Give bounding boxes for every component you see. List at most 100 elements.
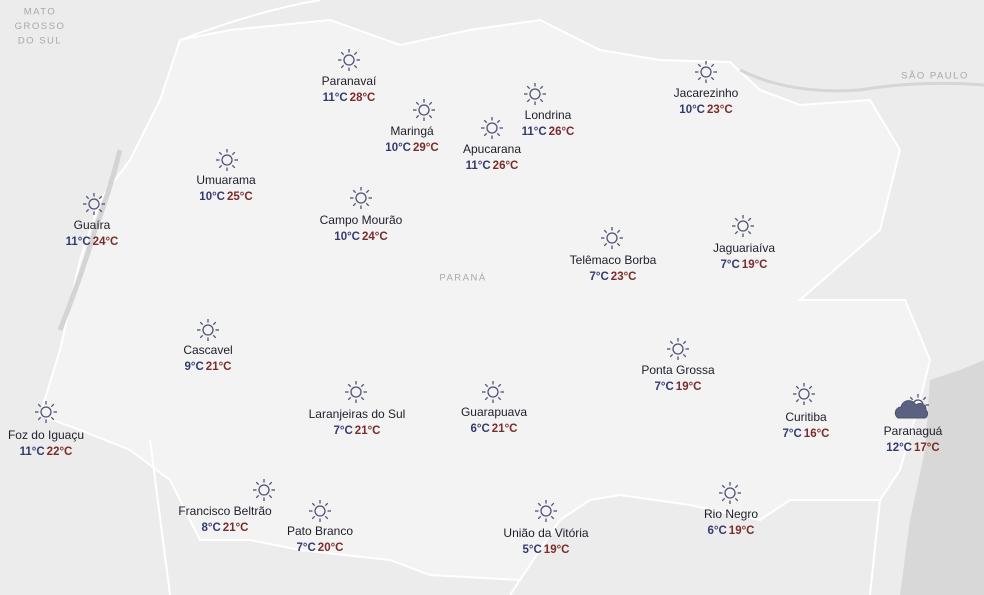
city: Umuarama 10°C 25°C	[196, 149, 256, 203]
city: Campo Mourão 10°C 24°C	[320, 187, 403, 243]
weather-icon	[197, 319, 219, 341]
min-temp: 10°C	[385, 142, 411, 154]
city-name: Jaguariaíva	[713, 241, 775, 255]
weather-icon	[35, 401, 57, 423]
city: Maringá 10°C 29°C	[385, 99, 439, 154]
region-label: SÃO PAULO	[901, 71, 969, 82]
sun-ray	[311, 515, 316, 520]
sun-ray	[365, 189, 370, 194]
min-temp: 11°C	[20, 446, 45, 458]
city: Francisco Beltrão 8°C 21°C	[178, 479, 275, 534]
city: Foz do Iguaçu 11°C 22°C	[8, 401, 84, 458]
city-name: Guaíra	[74, 218, 111, 232]
city: Paranavaí 11°C 28°C	[322, 49, 377, 104]
sun-ray	[721, 497, 726, 502]
sun-ray	[415, 114, 420, 119]
sun-ray	[526, 85, 531, 90]
region-label: DO SUL	[18, 36, 62, 47]
weather-icon	[83, 193, 105, 215]
weather-icon	[350, 187, 372, 209]
city: Paranaguá 12°C 17°C	[884, 394, 943, 454]
sun-ray	[669, 353, 674, 358]
sun-core	[529, 88, 541, 100]
max-temp: 19°C	[676, 381, 702, 393]
sun-ray	[352, 202, 357, 207]
sun-ray	[496, 132, 501, 137]
temperatures: 7°C 23°C	[589, 271, 636, 283]
sun-ray	[747, 230, 752, 235]
sun-ray	[603, 242, 608, 247]
sun-ray	[537, 502, 542, 507]
weather-icon	[535, 500, 557, 522]
sun-core	[672, 343, 684, 355]
min-temp: 7°C	[589, 271, 608, 283]
sun-ray	[98, 195, 103, 200]
weather-icon	[253, 479, 275, 501]
max-temp: 29°C	[413, 142, 439, 154]
sun-ray	[808, 385, 813, 390]
sun-ray	[365, 202, 370, 207]
sun-ray	[697, 76, 702, 81]
sun-ray	[415, 101, 420, 106]
temperatures: 11°C 24°C	[66, 236, 119, 248]
sun-core	[606, 232, 618, 244]
sun-ray	[483, 119, 488, 124]
min-temp: 7°C	[654, 381, 673, 393]
sun-core	[355, 192, 367, 204]
city: Jaguariaíva 7°C 19°C	[713, 215, 775, 271]
city-name: Guarapuava	[461, 405, 527, 419]
temperatures: 11°C 28°C	[323, 92, 376, 104]
sun-ray	[747, 217, 752, 222]
max-temp: 25°C	[227, 191, 253, 203]
border	[149, 439, 881, 595]
sun-ray	[85, 208, 90, 213]
sun-ray	[496, 119, 501, 124]
sun-ray	[710, 76, 715, 81]
sun-ray	[483, 132, 488, 137]
sun-ray	[550, 502, 555, 507]
sun-ray	[85, 195, 90, 200]
sun-ray	[682, 340, 687, 345]
sun-ray	[537, 515, 542, 520]
city: Cascavel 9°C 21°C	[183, 319, 233, 373]
sun-ray	[721, 484, 726, 489]
min-temp: 11°C	[66, 236, 91, 248]
temperatures: 10°C 24°C	[334, 231, 387, 243]
temperatures: 11°C 26°C	[466, 160, 519, 172]
sun-ray	[268, 494, 273, 499]
sun-ray	[539, 85, 544, 90]
sun-core	[486, 122, 498, 134]
sun-core	[487, 386, 499, 398]
city: Telêmaco Borba 7°C 23°C	[570, 227, 657, 283]
city-name: Campo Mourão	[320, 213, 403, 227]
min-temp: 7°C	[333, 425, 352, 437]
sun-ray	[697, 63, 702, 68]
region-label: MATO	[24, 7, 57, 18]
sun-core	[202, 324, 214, 336]
weather-icon	[345, 381, 367, 403]
weather-icon	[338, 49, 360, 71]
sun-ray	[539, 98, 544, 103]
weather-icon	[413, 99, 435, 121]
temperatures: 7°C 19°C	[720, 259, 767, 271]
sun-ray	[324, 515, 329, 520]
max-temp: 16°C	[804, 428, 830, 440]
temperatures: 11°C 22°C	[20, 446, 73, 458]
city: Laranjeiras do Sul 7°C 21°C	[309, 381, 406, 437]
sun-ray	[50, 416, 55, 421]
labels: MATO GROSSO DO SUL SÃO PAULO PARANÁ Paranavaí…	[8, 7, 969, 557]
temperatures: 10°C 29°C	[385, 142, 438, 154]
temperatures: 5°C 19°C	[522, 544, 569, 556]
sun-ray	[682, 353, 687, 358]
min-temp: 12°C	[886, 442, 912, 454]
sun-ray	[497, 383, 502, 388]
sun-ray	[360, 383, 365, 388]
temperatures: 7°C 19°C	[654, 381, 701, 393]
sun-ray	[909, 396, 914, 401]
min-temp: 6°C	[707, 525, 726, 537]
region-label: GROSSO	[15, 21, 66, 32]
city-name: Laranjeiras do Sul	[309, 407, 406, 421]
sun-core	[540, 505, 552, 517]
sun-core	[798, 388, 810, 400]
